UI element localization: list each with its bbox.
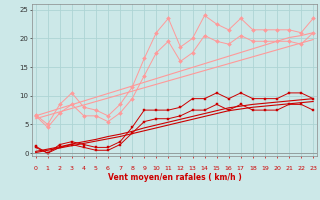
- X-axis label: Vent moyen/en rafales ( km/h ): Vent moyen/en rafales ( km/h ): [108, 173, 241, 182]
